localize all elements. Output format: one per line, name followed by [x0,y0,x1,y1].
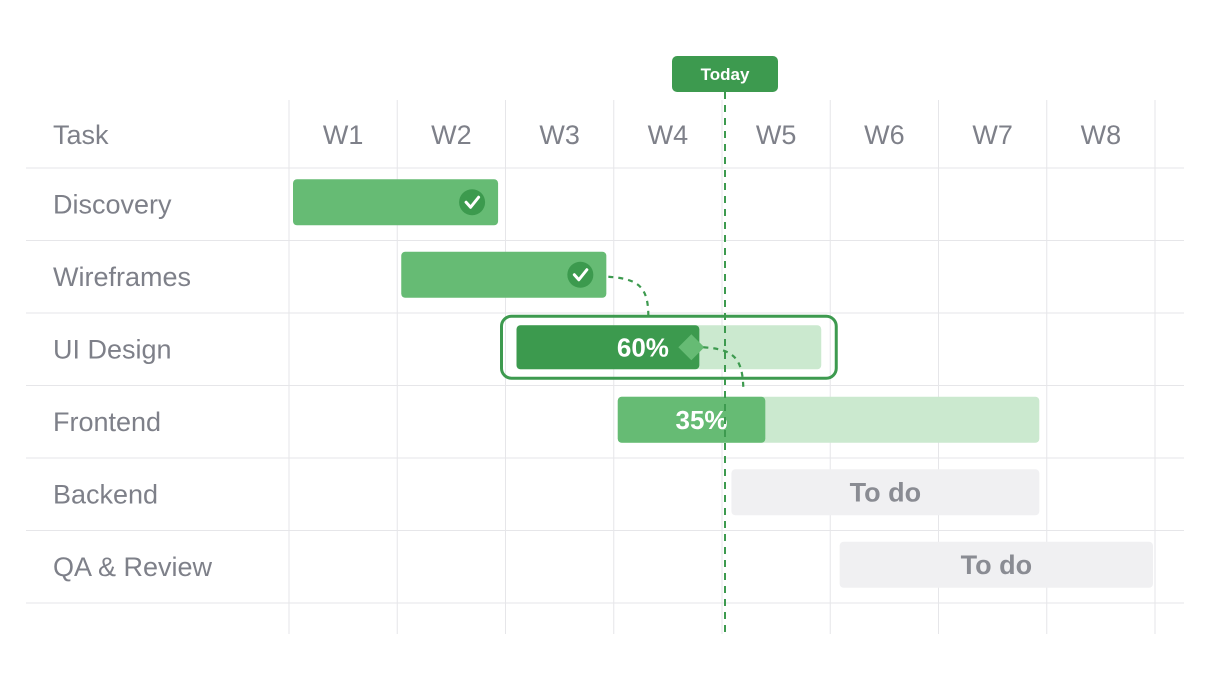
task-bar-discovery [293,179,499,226]
task-bar-qa-review: To do [839,541,1153,588]
bar-todo [839,541,1153,588]
task-bar-ui-design: 60% [500,314,838,380]
task-label-frontend: Frontend [53,407,161,437]
dependency-arrow [703,346,745,392]
today-badge [672,56,778,92]
check-icon [459,189,486,216]
bar-progress [516,325,700,370]
progress-label: 35% [676,405,728,435]
week-header-w8: W8 [1081,120,1122,150]
milestone-diamond-icon [678,334,705,361]
check-icon [567,261,594,288]
task-label-discovery: Discovery [53,189,172,219]
week-headers: W1 W2 W3 W4 W5 W6 W7 W8 [323,120,1121,150]
week-header-w4: W4 [648,120,689,150]
week-header-w6: W6 [864,120,905,150]
task-label-backend: Backend [53,479,158,509]
task-label-qa-review: QA & Review [53,552,213,582]
task-bar-frontend: 35% [617,396,1040,443]
bar-progress [617,396,766,443]
bar-done [293,179,499,226]
dependency-arrows [608,275,745,392]
task-column-header: Task [53,120,109,150]
week-header-w1: W1 [323,120,364,150]
task-bar-wireframes [401,251,607,298]
grid [26,100,1184,634]
today-label: Today [701,65,750,84]
task-label-wireframes: Wireframes [53,262,191,292]
week-header-w5: W5 [756,120,797,150]
progress-label: 60% [617,332,669,362]
dependency-arrow [608,275,650,317]
week-header-w3: W3 [539,120,580,150]
week-header-w2: W2 [431,120,472,150]
today-marker: Today [672,56,778,634]
bar-done [401,251,607,298]
task-label-ui-design: UI Design [53,334,172,364]
todo-label: To do [850,477,921,507]
bar-todo [731,469,1040,516]
selection-outline [500,314,838,380]
week-header-w7: W7 [972,120,1013,150]
task-bars: Discovery Wireframes UI Design 60% Frontend 3… [53,179,1153,588]
task-bar-backend: To do [731,469,1040,516]
todo-label: To do [961,550,1032,580]
